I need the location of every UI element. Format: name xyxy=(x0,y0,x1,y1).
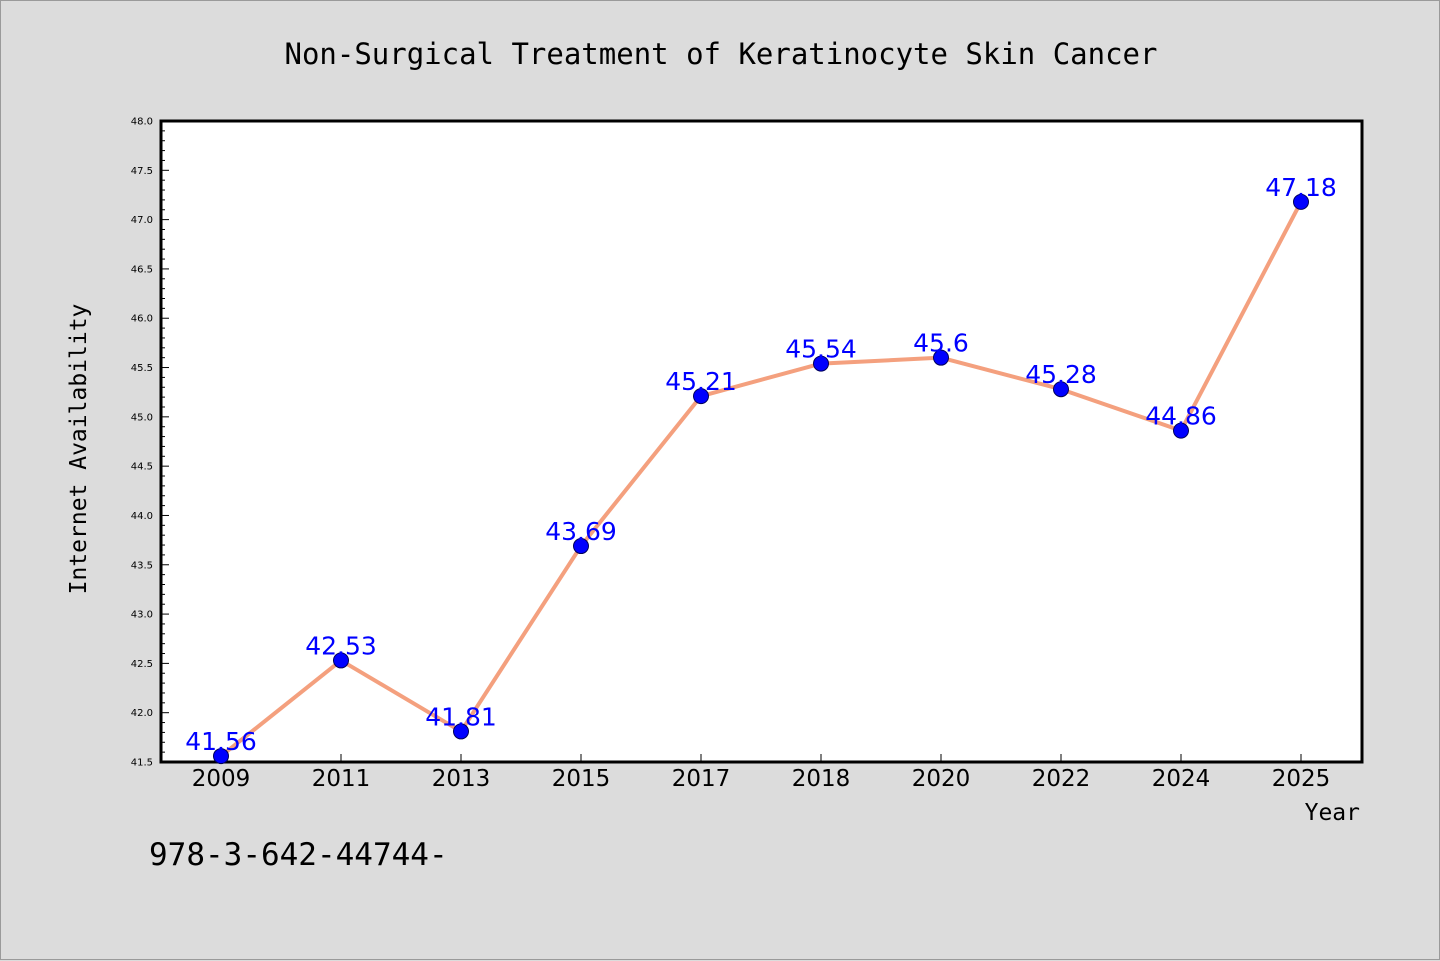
series-polyline xyxy=(219,199,1303,759)
data-markers xyxy=(213,193,1309,765)
data-label: 43.69 xyxy=(545,517,617,546)
data-point xyxy=(1293,193,1309,210)
x-tick-label: 2025 xyxy=(1272,766,1331,792)
data-label: 47.18 xyxy=(1265,173,1337,202)
y-tick-label: 47.5 xyxy=(131,166,153,177)
chart-title: Non-Surgical Treatment of Keratinocyte S… xyxy=(285,37,1158,71)
data-label: 45.28 xyxy=(1025,360,1097,389)
x-tick-label: 2022 xyxy=(1032,766,1091,792)
data-point xyxy=(693,388,709,405)
y-tick-label: 41.5 xyxy=(131,758,153,769)
y-tick-label: 47.0 xyxy=(131,215,153,226)
data-label: 45.21 xyxy=(665,367,737,396)
y-tick-label: 43.0 xyxy=(131,610,153,621)
data-labels: 41.56 42.53 41.81 43.69 45.21 45.54 45.6 45.28 4… xyxy=(185,173,1337,756)
data-label: 41.56 xyxy=(185,727,257,756)
x-tick-label: 2018 xyxy=(792,766,851,792)
y-tick-label: 46.0 xyxy=(131,314,153,325)
data-label: 45.6 xyxy=(913,329,969,358)
x-tick-label: 2009 xyxy=(192,766,251,792)
data-point xyxy=(453,723,469,740)
x-axis: 2009 2011 2013 2015 2017 2018 2020 2022 2024 2025 xyxy=(192,754,1331,792)
y-axis-label: Internet Availability xyxy=(66,304,92,595)
x-tick-label: 2020 xyxy=(912,766,971,792)
x-tick-label: 2015 xyxy=(552,766,611,792)
x-tick-label: 2024 xyxy=(1152,766,1211,792)
y-tick-label: 45.0 xyxy=(131,412,153,423)
x-tick-label: 2011 xyxy=(312,766,371,792)
data-point xyxy=(213,748,229,765)
data-point xyxy=(1053,381,1069,398)
footnote-text: 978-3-642-44744- xyxy=(149,837,448,873)
data-label: 42.53 xyxy=(305,631,377,660)
y-tick-label: 45.5 xyxy=(131,363,153,374)
x-axis-label: Year xyxy=(1305,800,1360,826)
data-label: 45.54 xyxy=(785,335,857,364)
data-point xyxy=(573,538,589,555)
y-tick-label: 42.5 xyxy=(131,659,153,670)
data-label: 44.86 xyxy=(1145,402,1217,431)
data-point xyxy=(933,349,949,366)
data-point xyxy=(333,652,349,669)
y-axis: 41.5 42.0 42.5 43.0 43.5 44.0 44.5 45.0 45.5 46.0… xyxy=(131,117,169,769)
plot-area xyxy=(159,119,1364,764)
x-tick-label: 2013 xyxy=(432,766,491,792)
x-tick-label: 2017 xyxy=(672,766,731,792)
y-tick-label: 46.5 xyxy=(131,264,153,275)
data-point xyxy=(813,355,829,372)
y-tick-label: 48.0 xyxy=(131,117,153,128)
y-tick-label: 44.5 xyxy=(131,462,153,473)
series-line xyxy=(219,199,1303,759)
data-label: 41.81 xyxy=(425,702,497,731)
y-tick-label: 42.0 xyxy=(131,708,153,719)
y-tick-label: 44.0 xyxy=(131,511,153,522)
y-tick-label: 43.5 xyxy=(131,560,153,571)
data-point xyxy=(1173,422,1189,439)
